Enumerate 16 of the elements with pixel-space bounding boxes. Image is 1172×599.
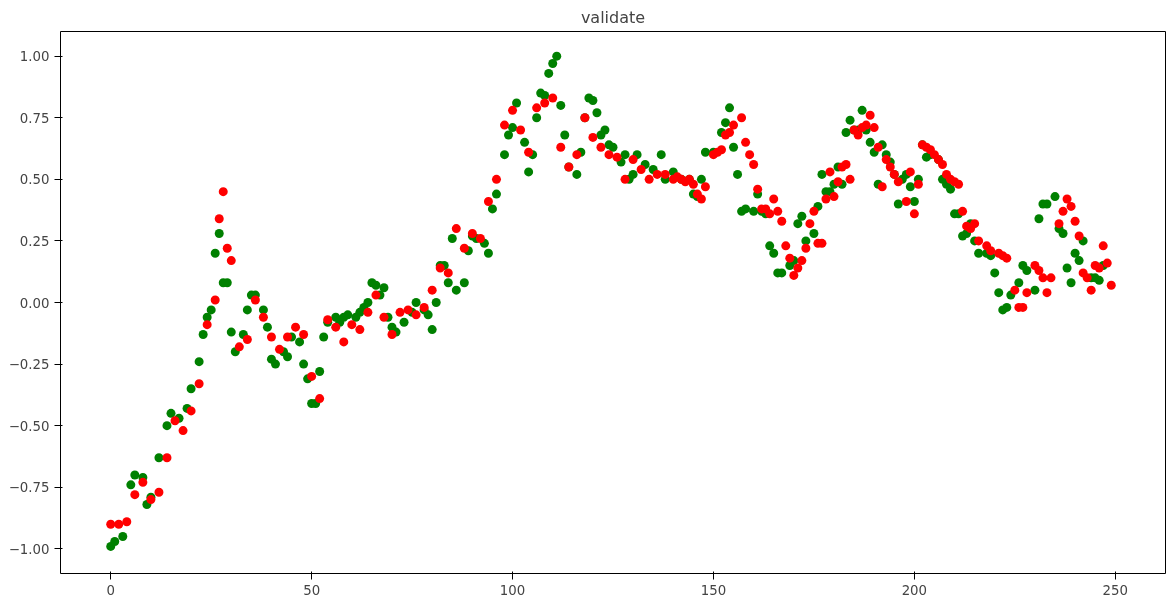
y-tick-label: 0.75 — [19, 110, 50, 126]
y-tick-label: −0.25 — [8, 357, 50, 373]
x-tick-label: 200 — [901, 582, 928, 598]
x-tick-label: 150 — [700, 582, 727, 598]
y-tick-label: −0.50 — [8, 418, 50, 434]
x-tick-label: 100 — [499, 582, 526, 598]
y-tick-label: 0.25 — [19, 233, 50, 249]
x-tick-label: 0 — [106, 582, 115, 598]
x-tick-label: 250 — [1102, 582, 1129, 598]
y-tick-label: −1.00 — [8, 541, 50, 557]
y-tick-label: 1.00 — [19, 49, 50, 65]
y-tick-label: 0.00 — [19, 295, 50, 311]
y-tick-label: −0.75 — [8, 480, 50, 496]
x-tick-label: 50 — [303, 582, 321, 598]
y-tick-label: 0.50 — [19, 172, 50, 188]
chart-title: validate — [580, 7, 646, 27]
